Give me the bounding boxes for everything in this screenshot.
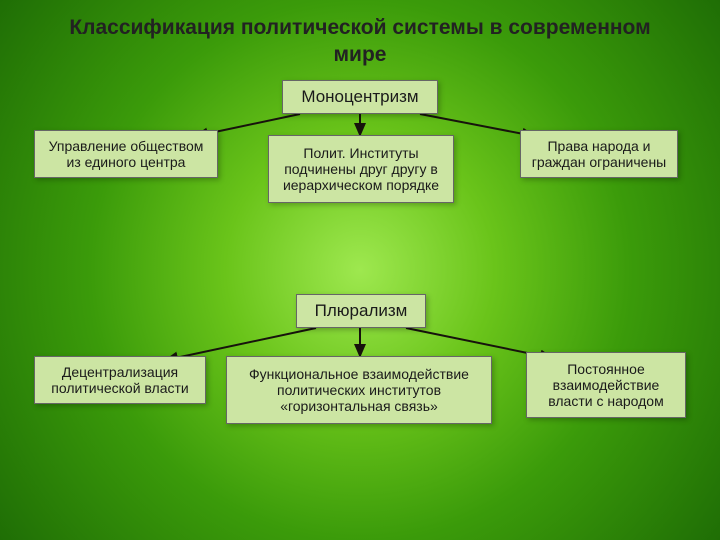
group-child: Права народа и граждан ограничены: [520, 130, 678, 178]
group-root: Плюрализм: [296, 294, 426, 328]
group-child: Постоянное взаимодействие власти с народ…: [526, 352, 686, 418]
page-title: Классификация политической системы в сов…: [0, 0, 720, 69]
group-child: Децентрализация политической власти: [34, 356, 206, 404]
group-child: Управление обществом из единого центра: [34, 130, 218, 178]
group-child: Полит. Институты подчинены друг другу в …: [268, 135, 454, 203]
arrow: [420, 114, 534, 136]
group-root: Моноцентризм: [282, 80, 438, 114]
group-child: Функциональное взаимодействие политическ…: [226, 356, 492, 424]
